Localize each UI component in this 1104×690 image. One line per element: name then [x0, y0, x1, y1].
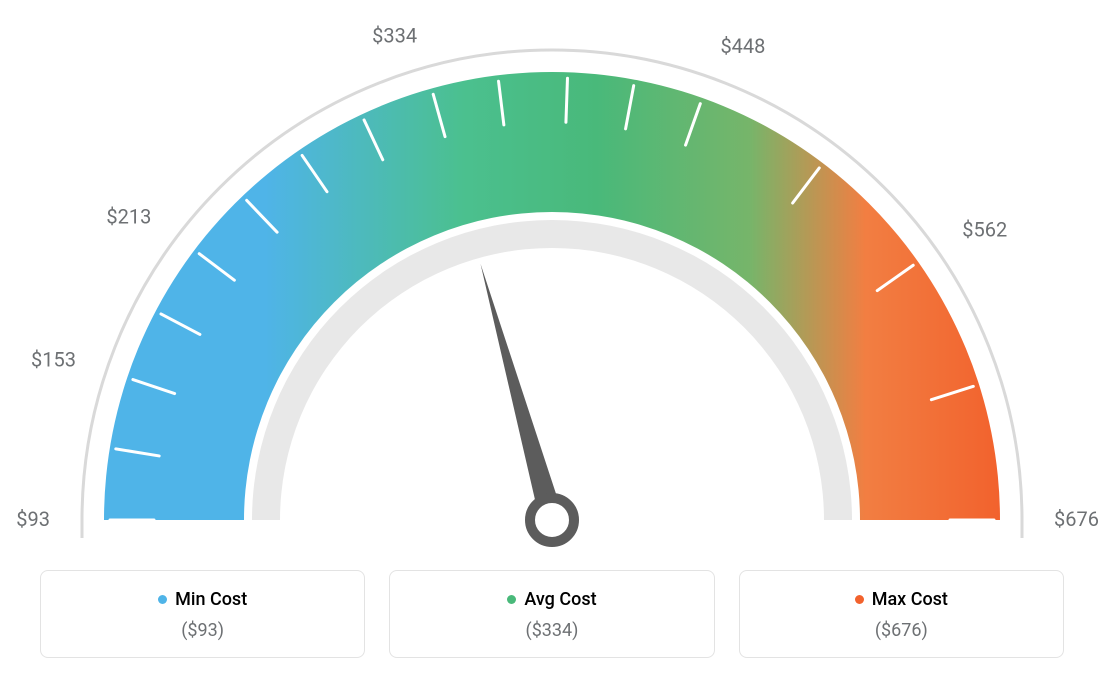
- legend-row: Min Cost ($93) Avg Cost ($334) Max Cost …: [0, 570, 1104, 658]
- legend-label-max: Max Cost: [872, 589, 948, 610]
- gauge-needle: [481, 264, 564, 523]
- tick-label: $153: [31, 348, 76, 372]
- legend-value-max: ($676): [760, 620, 1043, 641]
- tick-label: $213: [106, 205, 151, 229]
- legend-card-avg: Avg Cost ($334): [389, 570, 714, 658]
- legend-dot-min: [158, 595, 167, 604]
- legend-title-avg: Avg Cost: [507, 589, 596, 610]
- tick-label: $562: [962, 218, 1007, 242]
- tick-label: $676: [1054, 507, 1099, 531]
- legend-dot-max: [855, 595, 864, 604]
- legend-value-min: ($93): [61, 620, 344, 641]
- legend-title-max: Max Cost: [855, 589, 948, 610]
- gauge-needle-hub: [530, 498, 574, 542]
- legend-label-avg: Avg Cost: [524, 589, 596, 610]
- legend-card-max: Max Cost ($676): [739, 570, 1064, 658]
- legend-value-avg: ($334): [410, 620, 693, 641]
- legend-title-min: Min Cost: [158, 589, 247, 610]
- tick-label: $334: [372, 23, 417, 47]
- legend-dot-avg: [507, 595, 516, 604]
- gauge-chart: $93 $153 $213 $334 $448 $562 $676: [0, 0, 1104, 560]
- tick-label: $93: [16, 507, 50, 531]
- tick-label: $448: [720, 34, 765, 58]
- legend-card-min: Min Cost ($93): [40, 570, 365, 658]
- legend-label-min: Min Cost: [175, 589, 247, 610]
- gauge-svg: $93 $153 $213 $334 $448 $562 $676: [0, 0, 1104, 560]
